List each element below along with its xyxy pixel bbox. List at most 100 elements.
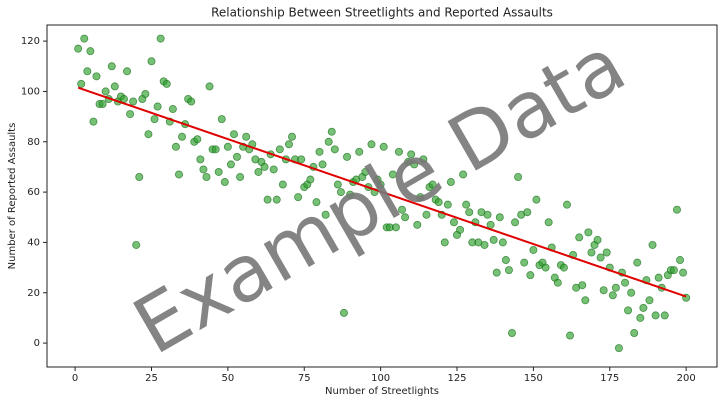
point bbox=[346, 190, 355, 199]
point bbox=[584, 228, 593, 237]
trend-line bbox=[77, 86, 687, 298]
point bbox=[614, 344, 623, 353]
point bbox=[559, 263, 568, 272]
point bbox=[318, 160, 327, 169]
point bbox=[575, 233, 584, 242]
y-tick-label: 80 bbox=[27, 137, 40, 148]
point bbox=[129, 97, 138, 106]
point bbox=[504, 266, 513, 275]
point bbox=[123, 67, 132, 76]
point bbox=[260, 162, 269, 171]
point bbox=[178, 132, 187, 141]
point bbox=[459, 170, 468, 179]
point bbox=[492, 268, 501, 277]
point bbox=[343, 152, 352, 161]
point bbox=[89, 117, 98, 126]
point bbox=[254, 167, 263, 176]
point bbox=[379, 142, 388, 151]
point bbox=[489, 235, 498, 244]
point bbox=[229, 130, 238, 139]
point bbox=[297, 155, 306, 164]
point bbox=[168, 105, 177, 114]
point bbox=[449, 218, 458, 227]
point bbox=[621, 278, 630, 287]
point bbox=[636, 313, 645, 322]
x-tick-label: 175 bbox=[600, 373, 619, 384]
point bbox=[294, 193, 303, 202]
point bbox=[174, 170, 183, 179]
point bbox=[660, 311, 669, 320]
point bbox=[401, 213, 410, 222]
point bbox=[336, 188, 345, 197]
point bbox=[132, 240, 141, 249]
point bbox=[553, 278, 562, 287]
x-axis-label: Number of Streetlights bbox=[325, 386, 439, 397]
point bbox=[596, 253, 605, 262]
point bbox=[440, 238, 449, 247]
x-tick-label: 25 bbox=[145, 373, 158, 384]
point bbox=[624, 306, 633, 315]
point bbox=[74, 44, 83, 53]
point bbox=[456, 225, 465, 234]
point bbox=[443, 200, 452, 209]
point bbox=[428, 180, 437, 189]
point bbox=[171, 142, 180, 151]
point bbox=[162, 79, 171, 88]
point bbox=[480, 240, 489, 249]
point bbox=[434, 198, 443, 207]
point bbox=[676, 256, 685, 265]
point bbox=[391, 223, 400, 232]
point bbox=[486, 220, 495, 229]
point bbox=[413, 220, 422, 229]
x-tick-label: 50 bbox=[221, 373, 234, 384]
point bbox=[645, 296, 654, 305]
point bbox=[611, 283, 620, 292]
point bbox=[223, 142, 232, 151]
point bbox=[339, 308, 348, 317]
point bbox=[83, 67, 92, 76]
point bbox=[135, 172, 144, 181]
point bbox=[101, 87, 110, 96]
point bbox=[511, 218, 520, 227]
point bbox=[526, 271, 535, 280]
point bbox=[483, 210, 492, 219]
point bbox=[608, 291, 617, 300]
point bbox=[324, 137, 333, 146]
point bbox=[77, 79, 86, 88]
point bbox=[398, 205, 407, 214]
y-tick-label: 0 bbox=[34, 338, 40, 349]
point bbox=[648, 240, 657, 249]
point bbox=[278, 180, 287, 189]
point bbox=[541, 263, 550, 272]
point bbox=[446, 178, 455, 187]
x-tick-label: 100 bbox=[371, 373, 390, 384]
point bbox=[514, 172, 523, 181]
point bbox=[669, 266, 678, 275]
point bbox=[141, 89, 150, 98]
point bbox=[367, 140, 376, 149]
chart-title: Relationship Between Streetlights and Re… bbox=[211, 6, 553, 20]
point bbox=[672, 205, 681, 214]
point bbox=[501, 256, 510, 265]
point bbox=[566, 331, 575, 340]
point bbox=[205, 82, 214, 91]
point bbox=[410, 160, 419, 169]
point bbox=[333, 180, 342, 189]
point bbox=[202, 172, 211, 181]
point bbox=[376, 180, 385, 189]
point bbox=[327, 127, 336, 136]
point bbox=[199, 165, 208, 174]
point bbox=[98, 100, 107, 109]
point bbox=[107, 62, 116, 71]
point bbox=[236, 172, 245, 181]
point bbox=[315, 147, 324, 156]
point bbox=[330, 145, 339, 154]
point bbox=[361, 167, 370, 176]
point bbox=[639, 303, 648, 312]
point bbox=[144, 130, 153, 139]
point bbox=[416, 193, 425, 202]
x-tick-label: 125 bbox=[447, 373, 466, 384]
point bbox=[679, 268, 688, 277]
point bbox=[269, 165, 278, 174]
